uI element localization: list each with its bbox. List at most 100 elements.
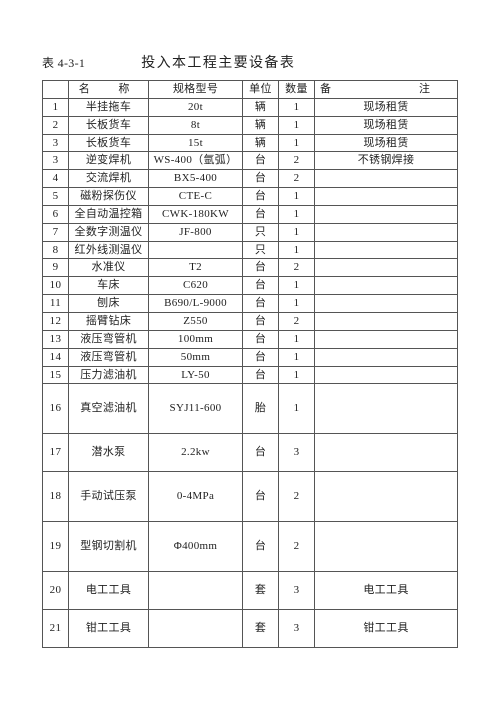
cell-unit: 套: [243, 609, 279, 647]
cell-qty: 1: [279, 295, 315, 313]
cell-index: 18: [43, 472, 69, 522]
table-body: 1半挂拖车20t辆1现场租赁2长板货车8t辆1现场租赁3长板货车15t辆1现场租…: [43, 98, 458, 647]
cell-qty: 1: [279, 98, 315, 116]
cell-name: 全自动温控箱: [69, 205, 149, 223]
cell-qty: 3: [279, 434, 315, 472]
cell-remark: 现场租赁: [315, 98, 458, 116]
table-row: 19型钢切割机Φ400mm台2: [43, 522, 458, 572]
table-row: 7全数字测温仪JF-800只1: [43, 223, 458, 241]
cell-spec: 100mm: [149, 330, 243, 348]
page: 表 4-3-1 投入本工程主要设备表 名 称 规格型号 单位 数量 备 注 1 半…: [0, 0, 500, 648]
table-row: 11刨床B690/L-9000台1: [43, 295, 458, 313]
cell-index: 2: [43, 116, 69, 134]
cell-qty: 2: [279, 522, 315, 572]
cell-spec: 0-4MPa: [149, 472, 243, 522]
cell-name: 全数字测温仪: [69, 223, 149, 241]
cell-spec: C620: [149, 277, 243, 295]
cell-index: 15: [43, 366, 69, 384]
cell-name: 车床: [69, 277, 149, 295]
cell-spec: T2: [149, 259, 243, 277]
cell-qty: 3: [279, 609, 315, 647]
table-row: 21钳工工具套3钳工工具: [43, 609, 458, 647]
cell-remark: [315, 277, 458, 295]
cell-remark: [315, 472, 458, 522]
cell-remark: [315, 170, 458, 188]
cell-index: 19: [43, 522, 69, 572]
col-remark: 备 注: [315, 81, 458, 99]
cell-spec: BX5-400: [149, 170, 243, 188]
cell-index: 16: [43, 384, 69, 434]
cell-spec: LY-50: [149, 366, 243, 384]
cell-spec: SYJ11-600: [149, 384, 243, 434]
cell-index: 14: [43, 348, 69, 366]
table-head: 名 称 规格型号 单位 数量 备 注: [43, 81, 458, 99]
cell-remark: [315, 295, 458, 313]
cell-unit: 台: [243, 330, 279, 348]
cell-name: 刨床: [69, 295, 149, 313]
cell-remark: [315, 259, 458, 277]
cell-qty: 1: [279, 116, 315, 134]
cell-qty: 2: [279, 312, 315, 330]
cell-remark: [315, 188, 458, 206]
cell-unit: 只: [243, 241, 279, 259]
table-row: 18手动试压泵0-4MPa台2: [43, 472, 458, 522]
cell-qty: 1: [279, 330, 315, 348]
cell-spec: 2.2kw: [149, 434, 243, 472]
col-spec: 规格型号: [149, 81, 243, 99]
cell-qty: 1: [279, 241, 315, 259]
cell-qty: 1: [279, 348, 315, 366]
table-row: 5磁粉探伤仪CTE-C台1: [43, 188, 458, 206]
col-unit: 单位: [243, 81, 279, 99]
cell-spec: [149, 241, 243, 259]
cell-qty: 1: [279, 134, 315, 152]
cell-name: 液压弯管机: [69, 348, 149, 366]
table-row: 10车床C620台1: [43, 277, 458, 295]
cell-unit: 台: [243, 295, 279, 313]
table-row: 3长板货车15t辆1现场租赁: [43, 134, 458, 152]
cell-name: 长板货车: [69, 116, 149, 134]
cell-unit: 台: [243, 259, 279, 277]
cell-name: 摇臂钻床: [69, 312, 149, 330]
cell-name: 磁粉探伤仪: [69, 188, 149, 206]
cell-name: 红外线测温仪: [69, 241, 149, 259]
cell-unit: 台: [243, 434, 279, 472]
cell-index: 11: [43, 295, 69, 313]
cell-name: 液压弯管机: [69, 330, 149, 348]
cell-unit: 辆: [243, 98, 279, 116]
cell-qty: 2: [279, 152, 315, 170]
table-row: 15压力滤油机LY-50台1: [43, 366, 458, 384]
table-row: 16真空滤油机SYJ11-600胎1: [43, 384, 458, 434]
cell-unit: 台: [243, 188, 279, 206]
cell-remark: 不锈钢焊接: [315, 152, 458, 170]
table-header-line: 表 4-3-1 投入本工程主要设备表: [42, 52, 458, 72]
table-row: 3逆变焊机WS-400（氩弧）台2不锈钢焊接: [43, 152, 458, 170]
cell-unit: 台: [243, 366, 279, 384]
cell-remark: [315, 205, 458, 223]
cell-qty: 1: [279, 384, 315, 434]
cell-index: 4: [43, 170, 69, 188]
cell-name: 电工工具: [69, 571, 149, 609]
cell-name: 水准仪: [69, 259, 149, 277]
cell-qty: 3: [279, 571, 315, 609]
table-row: 8红外线测温仪只1: [43, 241, 458, 259]
cell-unit: 台: [243, 170, 279, 188]
cell-index: 5: [43, 188, 69, 206]
cell-index: 21: [43, 609, 69, 647]
cell-unit: 辆: [243, 134, 279, 152]
cell-remark: [315, 312, 458, 330]
cell-name: 半挂拖车: [69, 98, 149, 116]
cell-spec: [149, 571, 243, 609]
cell-index: 7: [43, 223, 69, 241]
cell-qty: 1: [279, 205, 315, 223]
cell-spec: Φ400mm: [149, 522, 243, 572]
table-row: 12摇臂钻床Z550台2: [43, 312, 458, 330]
table-row: 13液压弯管机100mm台1: [43, 330, 458, 348]
table-title: 投入本工程主要设备表: [141, 52, 295, 72]
cell-spec: Z550: [149, 312, 243, 330]
cell-index: 10: [43, 277, 69, 295]
cell-qty: 1: [279, 188, 315, 206]
cell-qty: 2: [279, 472, 315, 522]
cell-spec: B690/L-9000: [149, 295, 243, 313]
cell-name: 长板货车: [69, 134, 149, 152]
equipment-table: 名 称 规格型号 单位 数量 备 注 1半挂拖车20t辆1现场租赁2长板货车8t…: [42, 80, 458, 648]
